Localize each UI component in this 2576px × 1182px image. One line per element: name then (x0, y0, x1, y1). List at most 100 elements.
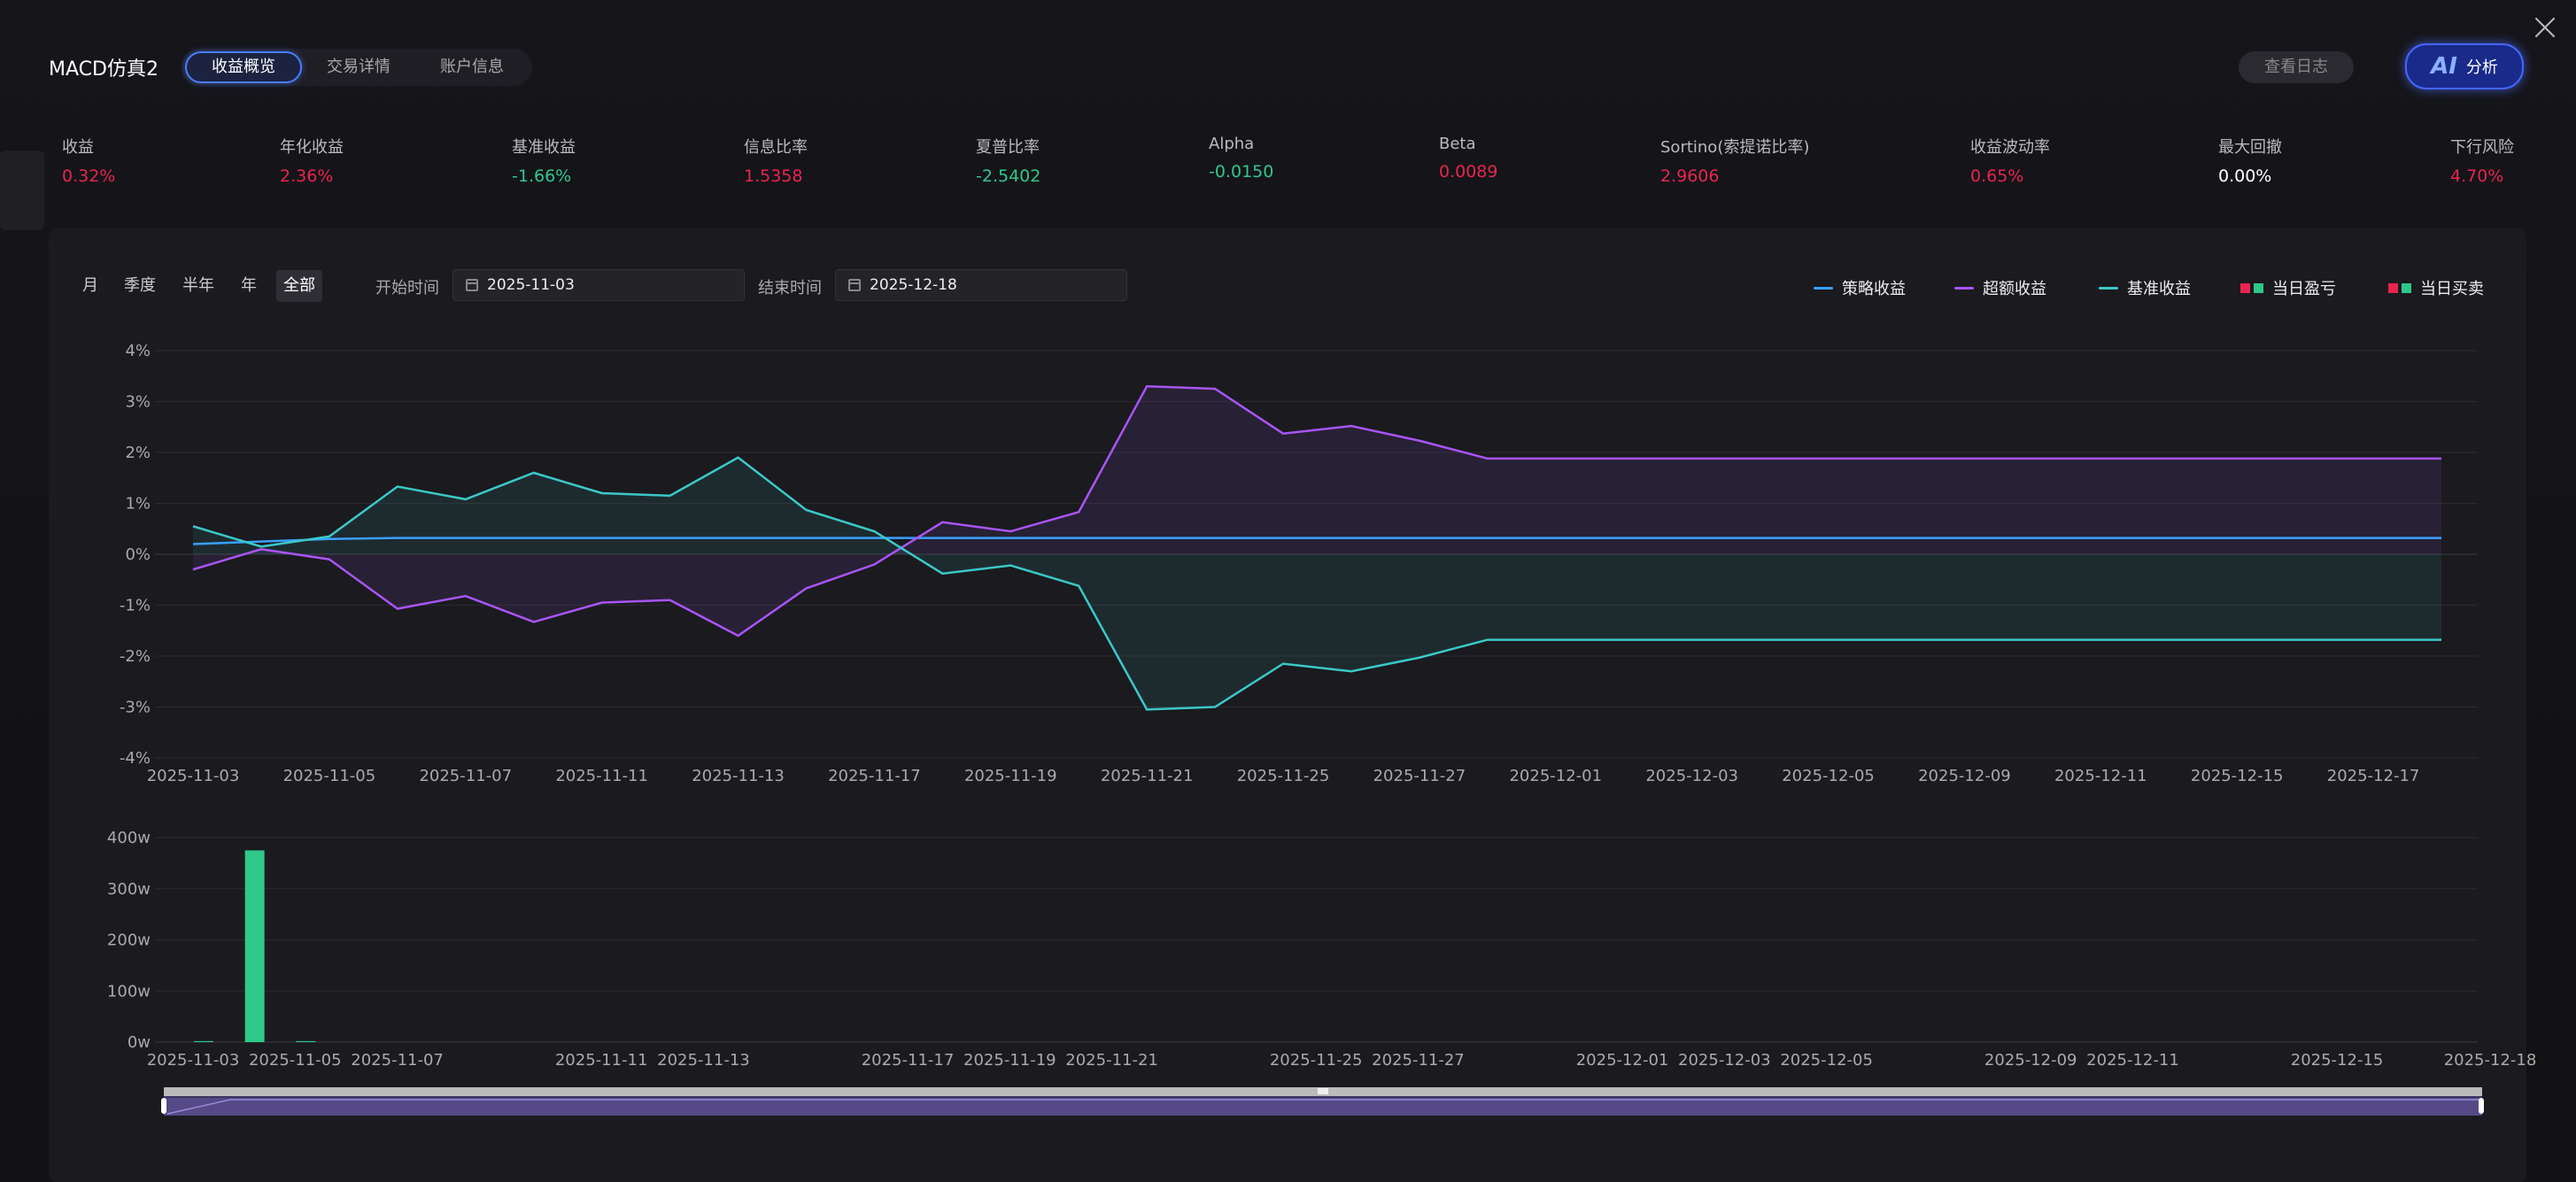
legend-line-icon (2099, 286, 2118, 290)
x-tick-label: 2025-11-19 (963, 1051, 1056, 1070)
x-tick-label: 2025-12-15 (2291, 1051, 2384, 1070)
x-tick-label: 2025-11-03 (147, 767, 240, 785)
zoom-left-handle (161, 1098, 166, 1114)
y-tick-label: 0w (128, 1033, 151, 1052)
metric-label: Alpha (1209, 135, 1255, 153)
y-tick-label: 0% (125, 545, 151, 564)
background-card (0, 151, 44, 230)
metric: 年化收益 2.36% (280, 135, 344, 186)
metric-value: 0.0089 (1439, 162, 1498, 182)
series-area (193, 457, 2441, 710)
start-date-input[interactable]: 2025-11-03 (453, 269, 745, 301)
metric-value: 4.70% (2450, 166, 2504, 186)
series-line (192, 537, 2441, 545)
legend-item[interactable]: 策略收益 (1814, 276, 1906, 299)
legend-square-icon (2240, 282, 2263, 293)
legend-item[interactable]: 基准收益 (2099, 276, 2191, 299)
series-line (192, 384, 2441, 637)
x-tick-label: 2025-12-05 (1782, 767, 1875, 785)
chart-panel (49, 228, 2526, 1182)
end-date-value: 2025-12-18 (870, 276, 957, 294)
metric-label: 下行风险 (2450, 138, 2514, 157)
y-tick-label: 1% (125, 495, 151, 514)
bar (194, 1040, 213, 1042)
y-tick-label: -1% (120, 597, 151, 615)
legend-square-icon (2388, 282, 2411, 293)
tab-overview[interactable]: 收益概览 (185, 51, 302, 83)
x-tick-label: 2025-11-03 (147, 1051, 240, 1070)
legend-label: 超额收益 (1983, 280, 2046, 298)
metric-value: 2.36% (280, 166, 334, 186)
bar (296, 1040, 316, 1042)
legend-line-icon (1814, 286, 1833, 290)
metric-label: Sortino(索提诺比率) (1660, 138, 1810, 157)
x-tick-label: 2025-11-17 (828, 767, 921, 785)
end-date-input[interactable]: 2025-12-18 (835, 269, 1127, 301)
x-tick-label: 2025-11-07 (351, 1051, 444, 1070)
y-tick-label: 300w (107, 880, 151, 899)
period-year[interactable]: 年 (241, 276, 257, 295)
x-tick-label: 2025-12-01 (1509, 767, 1602, 785)
legend-item[interactable]: 当日买卖 (2388, 276, 2484, 299)
legend-line-icon (1954, 286, 1974, 290)
page-title: MACD仿真2 (49, 58, 159, 81)
start-date-label: 开始时间 (375, 279, 439, 297)
zoom-right-handle (2479, 1098, 2484, 1114)
y-tick-label: 400w (107, 829, 151, 847)
x-tick-label: 2025-11-07 (419, 767, 512, 785)
zoom-fill (164, 1098, 2482, 1116)
legend-label: 当日买卖 (2420, 280, 2484, 298)
metric-label: Beta (1439, 135, 1476, 153)
x-tick-label: 2025-11-17 (862, 1051, 955, 1070)
period-quarter[interactable]: 季度 (124, 276, 156, 295)
legend-label: 策略收益 (1842, 280, 1906, 298)
tab-trades[interactable]: 交易详情 (327, 58, 391, 76)
tab-account[interactable]: 账户信息 (440, 58, 504, 76)
y-tick-label: 200w (107, 931, 151, 950)
metric-value: 1.5358 (744, 166, 803, 186)
x-tick-label: 2025-12-15 (2191, 767, 2284, 785)
metric-value: -1.66% (512, 166, 572, 186)
series-line (192, 456, 2441, 711)
metric-value: 2.9606 (1660, 166, 1720, 186)
metric-value: -0.0150 (1209, 162, 1274, 182)
period-month[interactable]: 月 (82, 276, 98, 295)
y-tick-label: -2% (120, 647, 151, 666)
x-tick-label: 2025-11-27 (1372, 1051, 1465, 1070)
x-tick-label: 2025-12-11 (2054, 767, 2147, 785)
legend-item[interactable]: 超额收益 (1954, 276, 2046, 299)
metric: 最大回撤 0.00% (2218, 135, 2282, 186)
x-tick-label: 2025-11-05 (249, 1051, 342, 1070)
metric-value: 0.65% (1970, 166, 2024, 186)
period-half-year[interactable]: 半年 (182, 276, 214, 295)
metric: Alpha -0.0150 (1209, 135, 1273, 182)
x-tick-label: 2025-12-18 (2444, 1051, 2537, 1070)
metric-label: 收益波动率 (1970, 138, 2050, 157)
y-tick-label: 3% (125, 393, 151, 412)
metric-label: 年化收益 (280, 138, 344, 157)
calendar-icon (466, 279, 478, 291)
y-tick-label: -3% (120, 699, 151, 717)
x-tick-label: 2025-11-27 (1373, 767, 1466, 785)
zoom-grip-icon (1318, 1088, 1328, 1094)
metric-label: 基准收益 (512, 138, 576, 157)
zoom-preview-line (166, 1099, 2479, 1115)
series-area (193, 386, 2441, 636)
start-date-value: 2025-11-03 (487, 276, 575, 294)
ai-analysis-button[interactable]: AI 分析 (2405, 43, 2524, 89)
x-tick-label: 2025-11-25 (1270, 1051, 1363, 1070)
legend-label: 基准收益 (2127, 280, 2191, 298)
metric: 收益 0.32% (62, 135, 115, 186)
x-tick-label: 2025-12-03 (1645, 767, 1738, 785)
x-tick-label: 2025-12-09 (1918, 767, 2011, 785)
legend-item[interactable]: 当日盈亏 (2240, 276, 2336, 299)
x-tick-label: 2025-11-11 (555, 1051, 648, 1070)
x-tick-label: 2025-12-09 (1984, 1051, 2077, 1070)
period-all[interactable]: 全部 (276, 270, 322, 302)
view-log-button[interactable]: 查看日志 (2239, 51, 2354, 83)
metric: 夏普比率 -2.5402 (976, 135, 1040, 186)
header: MACD仿真2 收益概览 交易详情 账户信息 查看日志 AI 分析 (0, 0, 2576, 133)
metric-value: -2.5402 (976, 166, 1041, 186)
metric-value: 0.32% (62, 166, 116, 186)
